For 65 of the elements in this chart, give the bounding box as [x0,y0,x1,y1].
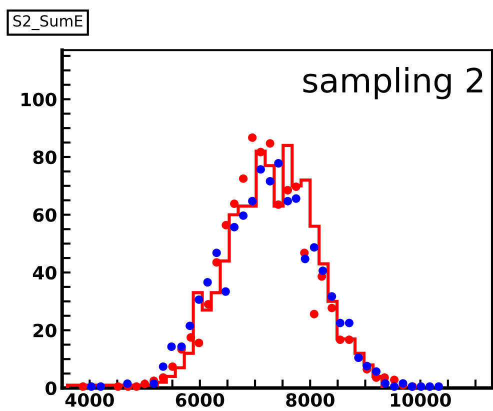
point [203,278,212,287]
point [344,335,354,344]
point [274,159,283,168]
point [123,379,132,388]
point [194,338,204,348]
point [87,382,96,391]
point [362,362,372,370]
point [221,287,230,296]
point [292,194,300,203]
point [150,379,158,388]
point [310,310,318,318]
x-tick-label: 6000 [176,393,224,407]
point [212,258,221,267]
point [416,382,426,391]
y-tick-label: 0 [46,381,56,396]
y-tick-label: 80 [33,150,56,164]
point [336,335,344,344]
point [292,182,300,192]
point [256,148,265,156]
point [186,322,194,330]
y-tick-label: 20 [34,324,56,338]
point [114,382,122,391]
point [158,373,168,382]
point [256,165,265,174]
x-tick-label: 4000 [65,393,114,407]
point [248,196,257,206]
point [266,139,274,148]
point [434,382,443,391]
point [283,196,292,206]
point [380,379,390,388]
point [300,254,310,264]
point [230,222,239,232]
point [194,295,204,304]
point [336,318,344,328]
point [239,211,248,220]
point [168,362,177,371]
point [167,342,176,351]
point [239,174,248,183]
point [212,248,221,258]
chart-title: S2_SumE [13,15,82,30]
point [318,266,328,276]
point [274,200,283,209]
point [140,380,150,388]
point [186,333,196,342]
point [158,362,168,371]
annotation: sampling 2 [303,67,482,100]
point [96,382,105,391]
point [390,382,399,391]
point [248,133,257,142]
point [344,318,354,328]
point [230,199,239,208]
point [328,292,336,301]
y-tick-label: 100 [22,92,56,106]
point [310,243,318,252]
point [266,176,274,186]
x-tick-label: 10000 [390,393,451,407]
y-tick-label: 60 [33,208,56,222]
point [132,382,141,391]
point [372,367,381,376]
point [425,382,434,391]
x-tick-label: 8000 [286,393,334,407]
point [177,342,186,351]
point [78,382,88,391]
point [328,304,336,312]
y-tick-label: 40 [32,266,56,280]
